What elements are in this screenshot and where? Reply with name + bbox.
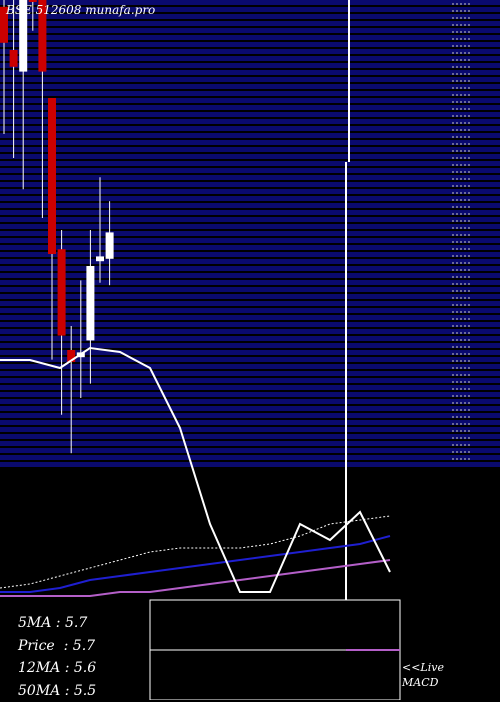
grid-band xyxy=(0,203,500,208)
grid-band xyxy=(0,322,500,327)
candle-body xyxy=(48,98,56,254)
grid-band xyxy=(0,336,500,341)
grid-band xyxy=(0,462,500,467)
grid-band xyxy=(0,175,500,180)
grid-band xyxy=(0,56,500,61)
grid-band xyxy=(0,77,500,82)
grid-band xyxy=(0,168,500,173)
grid-band xyxy=(0,448,500,453)
chart-title: BSE 512608 munafa.pro xyxy=(6,3,155,17)
grid-band xyxy=(0,280,500,285)
grid-band xyxy=(0,112,500,117)
grid-band xyxy=(0,147,500,152)
side-links: <<Live MACD xyxy=(402,660,444,690)
grid-band xyxy=(0,84,500,89)
grid-band xyxy=(0,49,500,54)
grid-band xyxy=(0,21,500,26)
price-grid-bands xyxy=(0,0,500,467)
grid-band xyxy=(0,364,500,369)
grid-band xyxy=(0,126,500,131)
grid-band xyxy=(0,133,500,138)
grid-band xyxy=(0,273,500,278)
grid-band xyxy=(0,378,500,383)
grid-band xyxy=(0,119,500,124)
grid-band xyxy=(0,189,500,194)
grid-band xyxy=(0,28,500,33)
grid-band xyxy=(0,161,500,166)
grid-band xyxy=(0,308,500,313)
grid-band xyxy=(0,434,500,439)
grid-band xyxy=(0,315,500,320)
candle-body xyxy=(58,249,66,335)
grid-band xyxy=(0,224,500,229)
grid-band xyxy=(0,154,500,159)
candle-body xyxy=(96,256,104,261)
grid-band xyxy=(0,427,500,432)
candle-body xyxy=(10,50,18,67)
grid-band xyxy=(0,406,500,411)
stat-12ma: 12MA : 5.6 xyxy=(18,657,96,680)
grid-band xyxy=(0,196,500,201)
grid-band xyxy=(0,140,500,145)
grid-band xyxy=(0,35,500,40)
grid-band xyxy=(0,238,500,243)
grid-band xyxy=(0,287,500,292)
ma-blue-line xyxy=(0,536,390,592)
grid-band xyxy=(0,301,500,306)
grid-band xyxy=(0,98,500,103)
grid-band xyxy=(0,329,500,334)
candle-body xyxy=(29,0,37,2)
grid-band xyxy=(0,294,500,299)
live-link[interactable]: <<Live xyxy=(402,660,444,675)
price-line xyxy=(0,348,390,592)
grid-band xyxy=(0,42,500,47)
grid-band xyxy=(0,259,500,264)
ma-dotted-line xyxy=(0,516,390,588)
grid-band xyxy=(0,217,500,222)
grid-band xyxy=(0,105,500,110)
candle-body xyxy=(86,266,94,340)
grid-band xyxy=(0,420,500,425)
grid-band xyxy=(0,266,500,271)
grid-band xyxy=(0,343,500,348)
ma-stats: 5MA : 5.7 Price : 5.7 12MA : 5.6 50MA : … xyxy=(18,612,96,702)
macd-link[interactable]: MACD xyxy=(402,675,444,690)
stat-5ma: 5MA : 5.7 xyxy=(18,612,96,635)
grid-band xyxy=(0,63,500,68)
grid-band xyxy=(0,182,500,187)
grid-band xyxy=(0,413,500,418)
grid-band xyxy=(0,91,500,96)
grid-band xyxy=(0,210,500,215)
grid-band xyxy=(0,392,500,397)
grid-band xyxy=(0,385,500,390)
grid-band xyxy=(0,245,500,250)
candle-body xyxy=(106,232,114,258)
grid-band xyxy=(0,441,500,446)
grid-band xyxy=(0,371,500,376)
grid-band xyxy=(0,399,500,404)
grid-band xyxy=(0,70,500,75)
stat-price: Price : 5.7 xyxy=(18,635,96,658)
grid-band xyxy=(0,252,500,257)
stat-50ma: 50MA : 5.5 xyxy=(18,680,96,702)
grid-band xyxy=(0,231,500,236)
grid-band xyxy=(0,455,500,460)
